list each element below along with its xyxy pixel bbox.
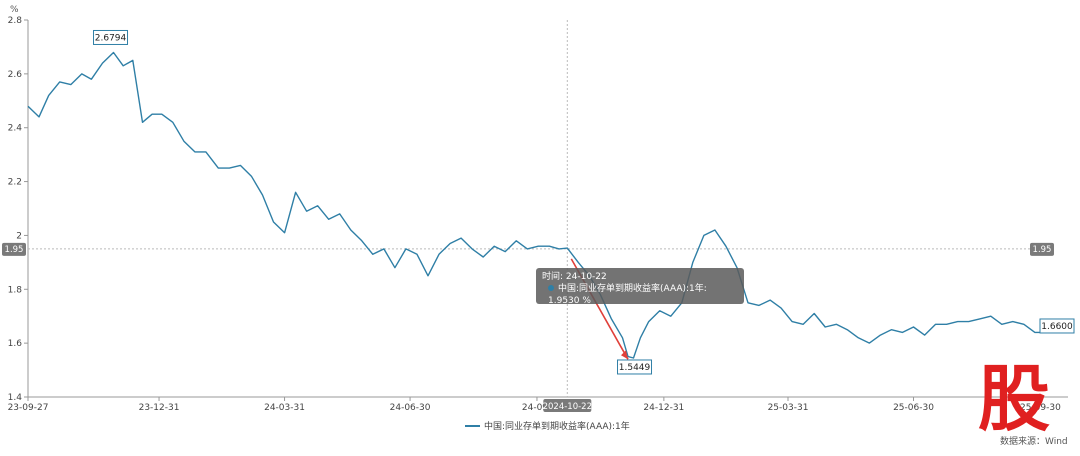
annotation-label: 1.6600 <box>1041 322 1073 332</box>
tooltip-value-row: 中国:同业存单到期收益率(AAA):1年: 1.9530 % <box>542 283 738 307</box>
y-tick-label: 2 <box>16 231 22 241</box>
x-tick-label: 24-03-31 <box>264 403 305 413</box>
x-tick-label: 24-06-30 <box>390 403 431 413</box>
data-source: 数据来源：Wind <box>1000 437 1068 447</box>
annotation-label: 1.5449 <box>619 363 651 373</box>
tooltip-value: 中国:同业存单到期收益率(AAA):1年: 1.9530 % <box>548 284 707 306</box>
y-tick-label: 2.4 <box>8 124 23 134</box>
legend: 中国:同业存单到期收益率(AAA):1年 <box>465 420 630 432</box>
tooltip: 时间: 24-10-22 中国:同业存单到期收益率(AAA):1年: 1.953… <box>536 268 744 307</box>
crosshair-x-label: 2024-10-22 <box>543 402 592 412</box>
y-tick-label: 1.4 <box>8 393 23 403</box>
crosshair-y-badge-left <box>2 242 26 256</box>
legend-label: 中国:同业存单到期收益率(AAA):1年 <box>484 420 630 432</box>
series-line <box>27 51 1069 359</box>
y-tick-label: 2.2 <box>8 178 22 188</box>
watermark-logo: 股 <box>978 357 1050 436</box>
y-axis-unit: % <box>10 5 19 15</box>
annotation-arrow-head <box>621 350 628 360</box>
x-tick-label: 23-09-27 <box>8 403 49 413</box>
crosshair-y-label-left: 1.95 <box>5 245 24 255</box>
x-tick-label: 25-09-30 <box>1020 403 1061 413</box>
x-tick-label: 24-09 <box>522 403 548 413</box>
crosshair-x-badge <box>543 399 592 412</box>
watermark-logo-text: 股 <box>978 357 1050 436</box>
x-tick-label: 25-03-31 <box>768 403 809 413</box>
x-tick-label: 23-12-31 <box>139 403 180 413</box>
annotation-box <box>617 359 653 375</box>
tooltip-date: 时间: 24-10-22 <box>542 272 607 282</box>
annotation-box <box>93 29 129 45</box>
crosshair-y-label-right: 1.95 <box>1033 245 1052 255</box>
annotation-leader <box>111 44 114 52</box>
annotation-label: 2.6794 <box>95 33 127 43</box>
y-tick-label: 1.6 <box>8 339 23 349</box>
x-tick-label: 24-12-31 <box>643 403 684 413</box>
series-dot-icon <box>548 285 554 291</box>
annotation-box <box>1039 318 1075 334</box>
crosshair-y-badge-right <box>1030 242 1054 256</box>
y-tick-label: 1.8 <box>8 285 23 295</box>
y-tick-label: 2.8 <box>8 16 23 26</box>
y-tick-label: 2.6 <box>8 70 23 80</box>
x-tick-label: 25-06-30 <box>893 403 934 413</box>
